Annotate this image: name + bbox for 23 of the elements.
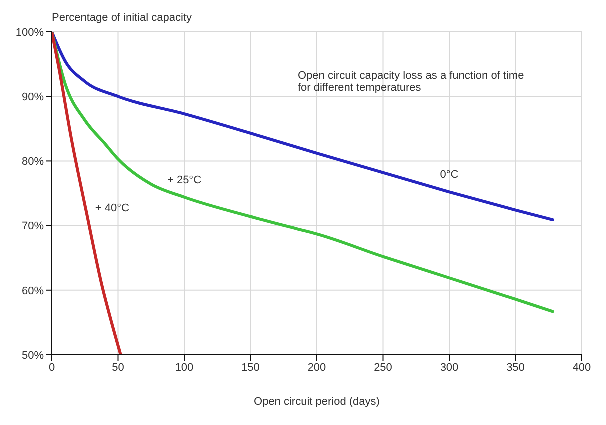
line-series: [52, 32, 554, 222]
x-tick-label: 0: [48, 362, 56, 374]
x-tick-label: 200: [308, 362, 326, 374]
x-tick-label: 300: [440, 362, 459, 374]
y-tick-label: 100%: [16, 26, 44, 39]
y-tick-label: 60%: [22, 285, 44, 298]
annotation: Open circuit capacity loss as a function of time for different temperatures: [298, 70, 526, 94]
y-axis-title: Percentage of initial capacity: [52, 12, 192, 24]
x-axis-title: Open circuit period (days): [254, 396, 380, 408]
series-label: + 25°C: [167, 174, 202, 186]
x-tick-label: 250: [374, 362, 392, 374]
x-tick-label: 400: [572, 362, 592, 374]
x-tick-label: 50: [112, 362, 124, 374]
y-tick-label: 80%: [22, 156, 44, 168]
series-label: 0°C: [440, 169, 459, 182]
series-label: + 40°C: [95, 202, 130, 215]
x-tick-label: 100: [175, 362, 194, 374]
y-tick-label: 90%: [22, 92, 44, 104]
line-series: [52, 32, 554, 314]
x-tick-label: 150: [242, 362, 260, 374]
y-tick-label: 70%: [22, 220, 44, 233]
y-tick-label: 50%: [22, 350, 44, 362]
x-tick-label: 350: [506, 362, 525, 374]
